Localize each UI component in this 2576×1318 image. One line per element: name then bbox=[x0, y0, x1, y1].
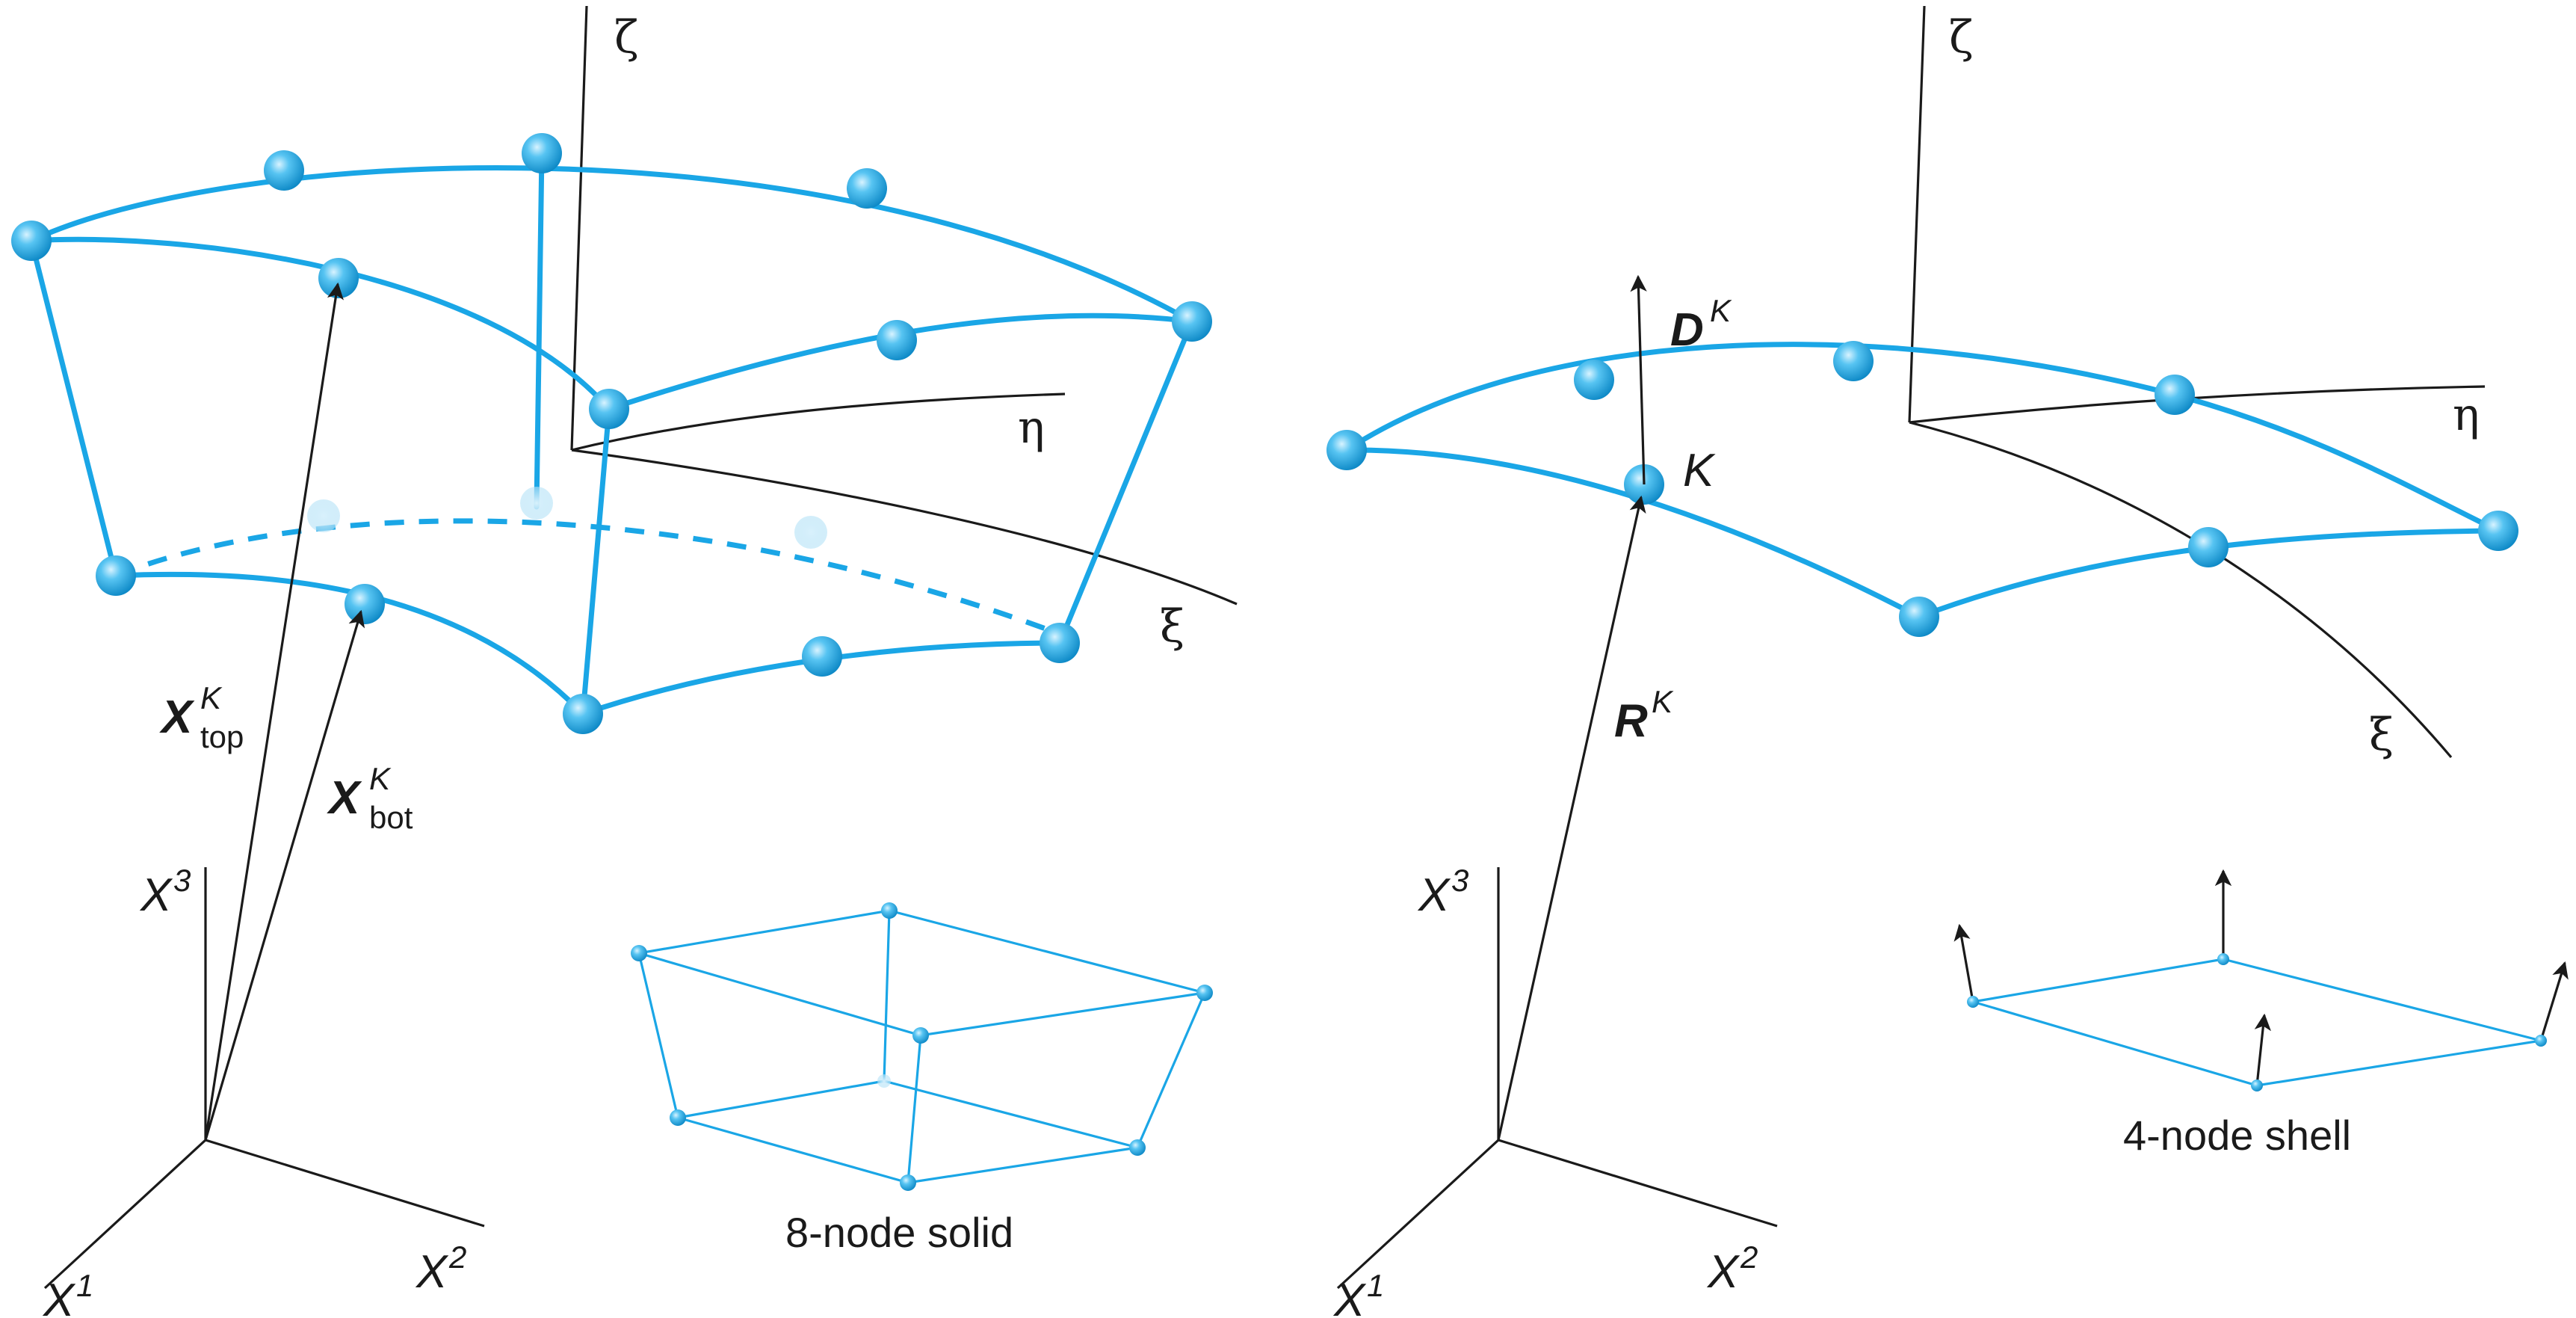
node bbox=[345, 584, 385, 624]
node bbox=[589, 389, 629, 429]
left-vertical-edge bbox=[28, 238, 119, 579]
shell-front-edge bbox=[1344, 447, 1922, 620]
svg-text:R: R bbox=[1614, 695, 1648, 747]
ghost-node bbox=[307, 499, 340, 532]
svg-text:X: X bbox=[1706, 1246, 1741, 1298]
node bbox=[1833, 341, 1874, 381]
r-vector bbox=[1497, 495, 1646, 1141]
x1-label: X 1 bbox=[42, 1268, 93, 1318]
xi-axis bbox=[571, 449, 1238, 606]
svg-text:3: 3 bbox=[173, 863, 191, 898]
svg-text:top: top bbox=[200, 719, 244, 754]
r-label: R K bbox=[1614, 684, 1674, 747]
node bbox=[802, 636, 842, 677]
svg-text:2: 2 bbox=[1740, 1240, 1758, 1275]
node bbox=[877, 320, 917, 360]
xi-axis-right bbox=[1909, 421, 2453, 759]
node bbox=[522, 133, 562, 173]
ghost-node bbox=[794, 516, 827, 549]
svg-text:bot: bot bbox=[369, 800, 413, 835]
hidden-back-edge bbox=[114, 518, 1061, 637]
svg-text:K: K bbox=[1652, 684, 1674, 719]
node bbox=[1326, 430, 1367, 470]
right-panel: ζ η ξ D K K R K X 3 bbox=[1326, 5, 2569, 1318]
node bbox=[2155, 375, 2195, 415]
eta-axis bbox=[571, 392, 1066, 452]
node bbox=[847, 168, 887, 209]
global-x2-axis-right bbox=[1498, 1139, 1778, 1228]
d-label: D K bbox=[1670, 293, 1732, 356]
svg-text:X: X bbox=[42, 1275, 76, 1318]
right-vertical-edge bbox=[1057, 318, 1195, 646]
inset-4-node-shell bbox=[1953, 869, 2569, 1091]
front-vertical-edge bbox=[580, 406, 612, 717]
inset-caption-solid: 8-node solid bbox=[785, 1209, 1013, 1256]
x2-label-right: X 2 bbox=[1706, 1240, 1758, 1298]
x-bot-label: X K bot bbox=[327, 761, 413, 835]
node bbox=[1899, 597, 1939, 637]
svg-text:K: K bbox=[369, 761, 392, 796]
eta-axis-right bbox=[1909, 385, 2486, 424]
x-bot-vector bbox=[204, 609, 365, 1141]
inset-caption-shell: 4-node shell bbox=[2123, 1112, 2351, 1159]
svg-text:X: X bbox=[159, 692, 195, 743]
x3-label-right: X 3 bbox=[1417, 863, 1468, 921]
inset-8-node-solid bbox=[631, 902, 1213, 1191]
ghost-node bbox=[520, 487, 553, 520]
eta-label: η bbox=[1018, 401, 1045, 454]
back-vertical-edge bbox=[534, 150, 545, 510]
eta-label-right: η bbox=[2453, 389, 2480, 441]
zeta-label-right: ζ bbox=[1949, 11, 1974, 64]
node bbox=[96, 555, 136, 596]
x-top-label: X K top bbox=[159, 680, 244, 754]
node bbox=[1172, 301, 1212, 342]
svg-text:K: K bbox=[200, 680, 223, 715]
svg-text:X: X bbox=[1417, 869, 1451, 921]
svg-text:1: 1 bbox=[1367, 1268, 1384, 1303]
node bbox=[1574, 360, 1614, 400]
node bbox=[11, 221, 52, 261]
svg-text:D: D bbox=[1670, 304, 1704, 356]
svg-text:3: 3 bbox=[1451, 863, 1468, 898]
svg-text:1: 1 bbox=[76, 1268, 93, 1303]
svg-text:X: X bbox=[1332, 1275, 1367, 1318]
global-x2-axis bbox=[205, 1139, 485, 1228]
node bbox=[2478, 511, 2518, 551]
d-vector bbox=[1630, 274, 1647, 485]
x-top-vector bbox=[204, 282, 344, 1141]
node bbox=[2188, 527, 2228, 567]
x2-label: X 2 bbox=[415, 1240, 466, 1298]
x1-label-right: X 1 bbox=[1332, 1268, 1384, 1318]
xi-label-right: ξ bbox=[2369, 709, 2394, 761]
node bbox=[1040, 623, 1080, 663]
svg-text:2: 2 bbox=[448, 1240, 466, 1275]
zeta-label: ζ bbox=[614, 11, 639, 64]
svg-text:K: K bbox=[1710, 293, 1732, 328]
node-k-label: K bbox=[1683, 445, 1716, 496]
shell-back-edge bbox=[1344, 342, 2501, 534]
left-panel: ζ η ξ bbox=[11, 5, 1238, 1318]
global-x1-axis bbox=[43, 1139, 207, 1290]
svg-text:X: X bbox=[327, 772, 362, 824]
node bbox=[563, 694, 603, 734]
global-x1-axis-right bbox=[1336, 1139, 1500, 1290]
node bbox=[318, 258, 359, 298]
top-front-edge bbox=[28, 236, 612, 412]
svg-text:X: X bbox=[139, 869, 173, 921]
svg-text:X: X bbox=[415, 1246, 449, 1298]
x3-label: X 3 bbox=[139, 863, 191, 921]
xi-label: ξ bbox=[1160, 600, 1184, 653]
node bbox=[264, 150, 304, 191]
zeta-axis-right bbox=[1908, 5, 1926, 423]
